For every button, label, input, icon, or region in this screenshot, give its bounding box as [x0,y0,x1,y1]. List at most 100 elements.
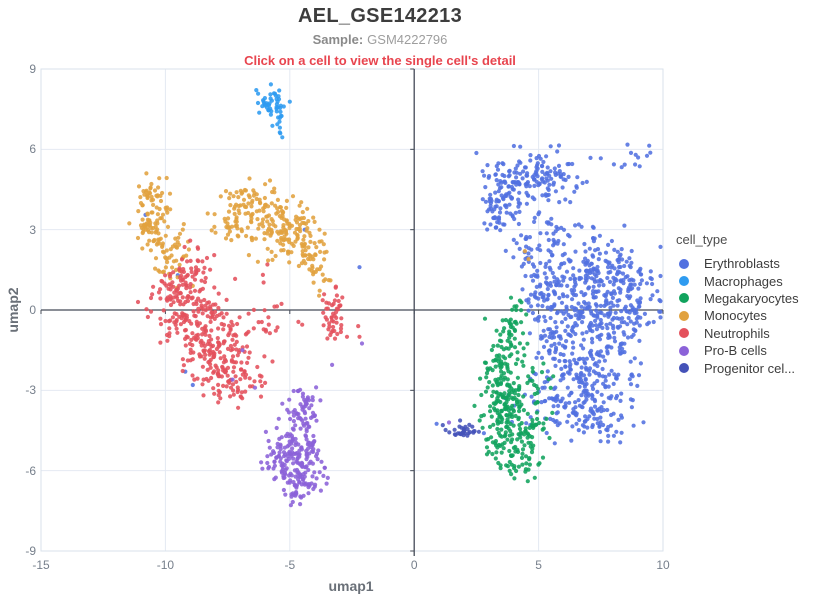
cell-point[interactable] [195,245,200,250]
cell-point[interactable] [493,456,498,461]
cell-point[interactable] [505,377,510,382]
cell-point[interactable] [212,253,217,258]
cell-point[interactable] [545,178,550,183]
cell-point[interactable] [299,200,304,205]
cell-point[interactable] [597,337,603,342]
cell-point[interactable] [619,413,624,418]
cell-point[interactable] [278,105,283,110]
cell-point[interactable] [536,296,541,301]
cell-point[interactable] [636,373,642,378]
cell-point[interactable] [303,434,309,439]
legend-item-progenitor-cel[interactable]: Progenitor cel... [676,359,826,376]
cell-point[interactable] [302,465,308,470]
cell-point[interactable] [518,435,523,440]
cell-point[interactable] [287,240,292,245]
cell-point[interactable] [636,304,642,309]
cell-point[interactable] [336,307,341,312]
cell-point[interactable] [275,441,280,446]
cell-point[interactable] [530,418,535,423]
cell-point[interactable] [190,331,195,336]
cell-point[interactable] [490,368,495,373]
cell-point[interactable] [545,369,550,374]
cell-point[interactable] [190,343,195,348]
cell-point[interactable] [511,381,516,386]
cell-point[interactable] [145,314,150,320]
cell-point[interactable] [532,391,537,397]
cell-point[interactable] [310,395,315,400]
cell-point[interactable] [583,418,588,424]
cell-point[interactable] [522,443,527,448]
cell-point[interactable] [284,198,289,203]
cell-point[interactable] [317,227,322,232]
cell-point[interactable] [323,315,328,320]
cell-point[interactable] [535,303,541,308]
cell-point[interactable] [628,382,634,387]
cell-point[interactable] [150,292,155,297]
cell-point[interactable] [257,197,262,202]
cell-point[interactable] [144,171,149,176]
cell-point[interactable] [232,342,237,347]
cell-point[interactable] [589,353,594,359]
cell-point[interactable] [517,298,523,303]
cell-point[interactable] [485,163,490,168]
cell-point[interactable] [619,430,624,435]
cell-point[interactable] [334,320,339,325]
cell-point[interactable] [225,346,231,351]
cell-point[interactable] [572,189,577,194]
cell-point[interactable] [622,320,627,325]
cell-point[interactable] [494,204,499,209]
cell-point[interactable] [625,335,631,340]
cell-point[interactable] [557,421,562,426]
cell-point[interactable] [556,403,561,408]
cell-point[interactable] [512,328,518,333]
cell-point[interactable] [583,376,588,382]
cell-point[interactable] [160,249,166,254]
cell-point[interactable] [188,290,193,295]
cell-point[interactable] [248,219,254,224]
cell-point[interactable] [514,304,519,309]
cell-point[interactable] [181,302,186,307]
cell-point[interactable] [504,396,509,401]
cell-point[interactable] [651,319,656,325]
cell-point[interactable] [501,446,506,451]
cell-point[interactable] [192,288,198,293]
cell-point[interactable] [633,162,638,167]
legend-item-macrophages[interactable]: Macrophages [676,272,826,289]
cell-point[interactable] [576,398,581,403]
cell-point[interactable] [648,297,653,302]
cell-point[interactable] [237,315,242,320]
cell-point[interactable] [275,122,280,127]
cell-point[interactable] [580,180,585,186]
cell-point[interactable] [187,319,192,324]
cell-point[interactable] [525,431,530,436]
cell-point[interactable] [224,384,229,389]
cell-point[interactable] [523,426,528,431]
cell-point[interactable] [286,410,291,415]
cell-point[interactable] [310,474,315,479]
cell-point[interactable] [303,481,308,486]
cell-point[interactable] [226,333,231,338]
cell-point[interactable] [302,234,307,239]
cell-point[interactable] [320,298,325,303]
cell-point[interactable] [242,369,247,374]
cell-point[interactable] [615,303,620,308]
cell-point[interactable] [622,162,627,167]
cell-point[interactable] [207,333,212,339]
cell-point[interactable] [321,242,326,247]
cell-point[interactable] [518,430,524,435]
cell-point[interactable] [508,295,514,300]
cell-point[interactable] [180,282,185,287]
cell-point[interactable] [158,340,163,345]
cell-point[interactable] [612,335,617,340]
cell-point[interactable] [180,368,185,374]
cell-point[interactable] [548,315,553,321]
cell-point[interactable] [499,344,504,350]
cell-point[interactable] [263,329,269,334]
cell-point[interactable] [231,365,237,370]
cell-point[interactable] [184,334,189,339]
cell-point[interactable] [510,403,515,408]
cell-point[interactable] [598,303,603,308]
cell-point[interactable] [510,432,515,437]
cell-point[interactable] [212,285,217,290]
cell-point[interactable] [532,292,537,297]
